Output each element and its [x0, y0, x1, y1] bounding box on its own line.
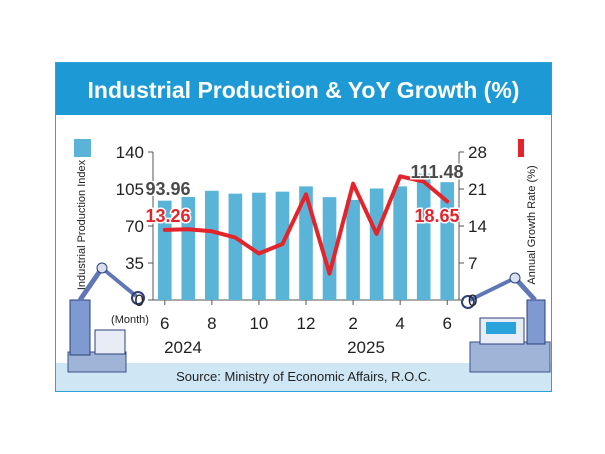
bar-2024-08 — [205, 190, 219, 300]
title-bar: Industrial Production & YoY Growth (%) — [56, 63, 551, 115]
legend-line-swatch — [518, 139, 524, 157]
x-tick-label: 6 — [442, 314, 451, 333]
bar-2025-01 — [322, 197, 337, 300]
robot-arm-right-illustration — [461, 272, 551, 373]
bar-2024-12 — [299, 186, 313, 300]
bar-2025-06 — [440, 182, 455, 300]
source-text: Source: Ministry of Economic Affairs, R.… — [176, 369, 431, 384]
legend-bar-swatch — [74, 139, 91, 157]
robot-arm-left-illustration — [67, 262, 145, 373]
bar-2025-05 — [416, 173, 431, 300]
y-left-tick-label: 105 — [116, 180, 144, 199]
x-tick-label: 4 — [395, 314, 404, 333]
first-bar-value-label: 93.96 — [145, 179, 190, 199]
y-left-axis-label: Industrial Production Index — [76, 159, 88, 290]
x-tick-label: 12 — [297, 314, 316, 333]
y-right-tick-label: 7 — [468, 254, 477, 273]
year-label-2025: 2025 — [347, 338, 385, 357]
bar-2024-07 — [181, 196, 196, 300]
growth-rate-line — [162, 174, 450, 276]
bar-2025-02 — [346, 199, 360, 300]
y-right-tick-label: 0 — [468, 291, 477, 310]
bar-2025-03 — [369, 188, 384, 300]
bar-2025-04 — [393, 186, 407, 300]
last-line-value-label: 18.65 — [414, 206, 459, 226]
first-line-value-label: 13.26 — [145, 206, 190, 226]
y-left-tick-label: 0 — [135, 291, 144, 310]
chart-title: Industrial Production & YoY Growth (%) — [87, 77, 520, 103]
y-left-tick-label: 70 — [125, 217, 144, 236]
x-tick-label: 8 — [207, 314, 216, 333]
x-tick-label: 10 — [249, 314, 268, 333]
x-unit-label: (Month) — [111, 314, 149, 326]
chart-frame: Industrial Production & YoY Growth (%) S… — [55, 62, 552, 392]
x-tick-label: 6 — [160, 314, 169, 333]
y-right-tick-label: 21 — [468, 180, 487, 199]
y-left-tick-label: 35 — [125, 254, 144, 273]
y-right-tick-label: 28 — [468, 143, 487, 162]
y-left-tick-label: 140 — [116, 143, 144, 162]
source-bar: Source: Ministry of Economic Affairs, R.… — [56, 363, 551, 391]
year-label-2024: 2024 — [164, 338, 202, 357]
x-tick-label: 2 — [348, 314, 357, 333]
bar-2024-10 — [252, 192, 266, 300]
y-right-tick-label: 14 — [468, 217, 487, 236]
bar-2024-06 — [157, 200, 172, 300]
bar-2024-09 — [228, 193, 243, 300]
y-right-axis-label: Annual Growth Rate (%) — [526, 165, 538, 284]
last-bar-value-label: 111.48 — [410, 162, 463, 182]
